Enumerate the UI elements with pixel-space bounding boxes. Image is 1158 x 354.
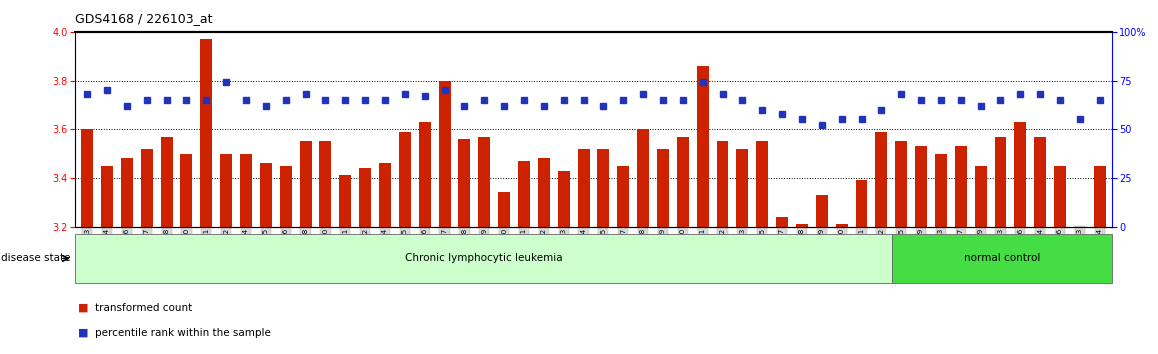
Bar: [975, 166, 987, 227]
Bar: [339, 176, 351, 227]
Text: ■: ■: [78, 328, 88, 338]
Bar: [836, 224, 848, 227]
Bar: [359, 168, 371, 227]
Text: normal control: normal control: [963, 253, 1040, 263]
Bar: [935, 154, 947, 227]
Text: GDS4168 / 226103_at: GDS4168 / 226103_at: [75, 12, 213, 25]
Bar: [439, 81, 450, 227]
Bar: [161, 137, 173, 227]
Bar: [537, 159, 550, 227]
Bar: [478, 137, 490, 227]
Bar: [776, 217, 789, 227]
Bar: [181, 154, 192, 227]
Bar: [379, 163, 391, 227]
Bar: [1094, 166, 1106, 227]
Bar: [617, 166, 629, 227]
Text: Chronic lymphocytic leukemia: Chronic lymphocytic leukemia: [405, 253, 563, 263]
Bar: [398, 132, 411, 227]
Bar: [1014, 122, 1026, 227]
Bar: [856, 180, 867, 227]
Bar: [1034, 137, 1046, 227]
Bar: [259, 163, 272, 227]
Bar: [280, 166, 292, 227]
Bar: [756, 141, 768, 227]
Bar: [578, 149, 589, 227]
Text: percentile rank within the sample: percentile rank within the sample: [95, 328, 271, 338]
Text: transformed count: transformed count: [95, 303, 192, 313]
Bar: [220, 154, 232, 227]
Bar: [320, 141, 331, 227]
Bar: [498, 193, 510, 227]
Bar: [518, 161, 530, 227]
Bar: [240, 154, 252, 227]
Bar: [1054, 166, 1067, 227]
Bar: [736, 149, 748, 227]
Bar: [697, 66, 709, 227]
Bar: [796, 224, 808, 227]
Bar: [657, 149, 669, 227]
Bar: [459, 139, 470, 227]
Bar: [995, 137, 1006, 227]
Bar: [141, 149, 153, 227]
Bar: [300, 141, 312, 227]
Bar: [816, 195, 828, 227]
Bar: [717, 141, 728, 227]
Bar: [598, 149, 609, 227]
Bar: [200, 39, 212, 227]
Bar: [101, 166, 113, 227]
Bar: [677, 137, 689, 227]
Bar: [915, 146, 928, 227]
Bar: [955, 146, 967, 227]
Text: ■: ■: [78, 303, 88, 313]
Bar: [419, 122, 431, 227]
Bar: [81, 129, 93, 227]
Bar: [637, 129, 650, 227]
Bar: [895, 141, 907, 227]
Bar: [875, 132, 887, 227]
Bar: [120, 159, 133, 227]
Bar: [558, 171, 570, 227]
Text: disease state: disease state: [1, 253, 71, 263]
